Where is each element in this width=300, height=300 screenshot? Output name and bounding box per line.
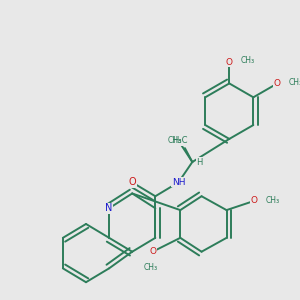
Text: NH: NH [172, 178, 185, 187]
Text: O: O [128, 177, 136, 188]
Text: CH₃: CH₃ [266, 196, 280, 206]
Text: CH₃: CH₃ [168, 136, 182, 146]
Text: O: O [274, 79, 281, 88]
Text: N: N [105, 203, 113, 213]
Text: CH₃: CH₃ [240, 56, 254, 65]
Text: O: O [251, 196, 258, 206]
Text: H: H [196, 158, 203, 166]
Text: H₃C: H₃C [172, 136, 188, 145]
Text: O: O [149, 247, 156, 256]
Text: CH₃: CH₃ [144, 263, 158, 272]
Text: CH₃: CH₃ [289, 77, 300, 86]
Text: O: O [226, 58, 233, 67]
